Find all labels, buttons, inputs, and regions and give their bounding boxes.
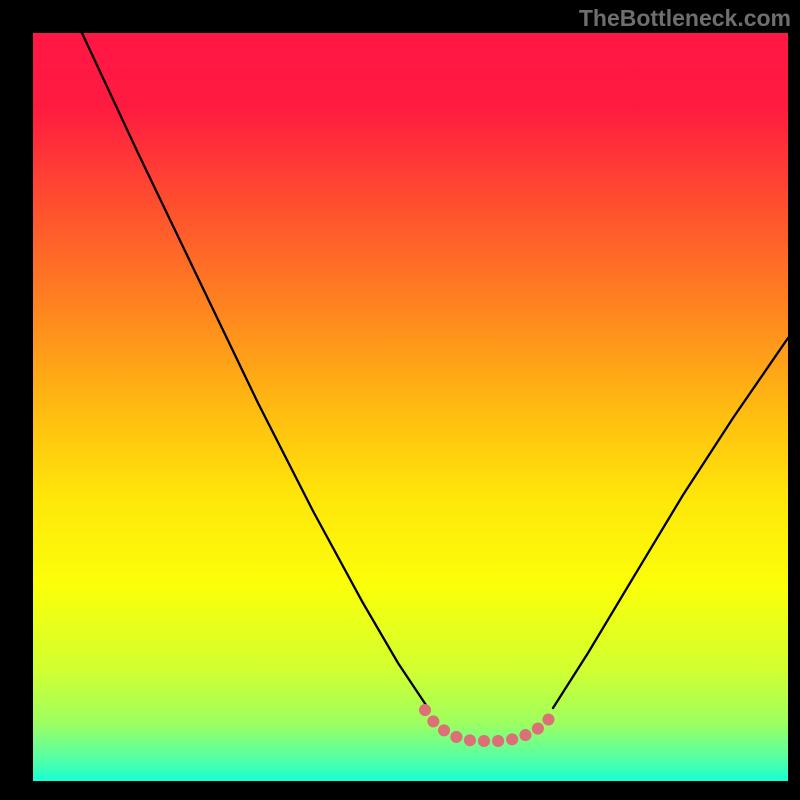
chart-container: TheBottleneck.com — [0, 0, 800, 800]
gradient-background — [33, 33, 788, 781]
plot-svg — [33, 33, 788, 781]
watermark-text: TheBottleneck.com — [579, 5, 791, 32]
plot-area — [33, 33, 788, 781]
